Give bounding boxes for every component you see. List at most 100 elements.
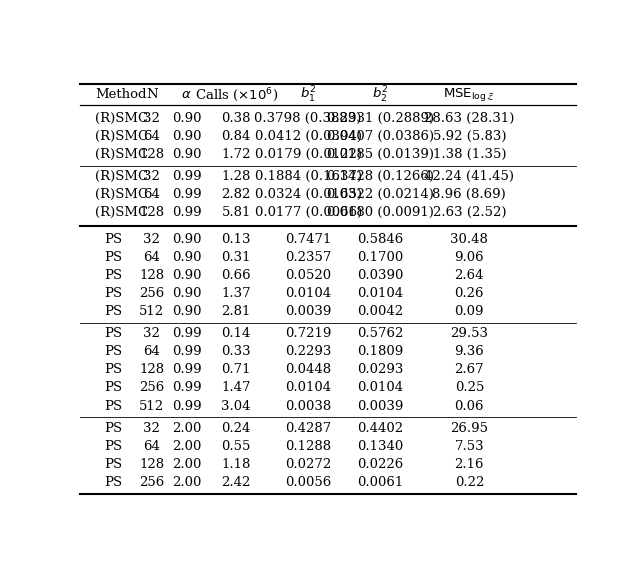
Text: 256: 256 <box>140 476 164 489</box>
Text: PS: PS <box>104 233 122 246</box>
Text: 256: 256 <box>140 287 164 299</box>
Text: 32: 32 <box>143 328 161 340</box>
Text: 0.1700: 0.1700 <box>357 251 403 264</box>
Text: 1.38 (1.35): 1.38 (1.35) <box>433 148 506 161</box>
Text: 0.2931 (0.2889): 0.2931 (0.2889) <box>326 112 434 125</box>
Text: 0.55: 0.55 <box>221 440 251 453</box>
Text: PS: PS <box>104 440 122 453</box>
Text: 2.16: 2.16 <box>454 458 484 471</box>
Text: 0.22: 0.22 <box>454 476 484 489</box>
Text: 0.90: 0.90 <box>172 305 202 318</box>
Text: 9.06: 9.06 <box>454 251 484 264</box>
Text: 0.90: 0.90 <box>172 287 202 299</box>
Text: (R)SMC: (R)SMC <box>95 112 148 125</box>
Text: 0.1428 (0.1266): 0.1428 (0.1266) <box>326 171 433 183</box>
Text: 0.0104: 0.0104 <box>285 381 332 394</box>
Text: 9.36: 9.36 <box>454 345 484 359</box>
Text: 0.2357: 0.2357 <box>285 251 332 264</box>
Text: (R)SMC: (R)SMC <box>95 171 148 183</box>
Text: 2.64: 2.64 <box>454 268 484 282</box>
Text: 0.1288: 0.1288 <box>285 440 332 453</box>
Text: 0.0038: 0.0038 <box>285 400 332 413</box>
Text: 64: 64 <box>143 345 161 359</box>
Text: PS: PS <box>104 363 122 376</box>
Text: PS: PS <box>104 422 122 435</box>
Text: 26.95: 26.95 <box>451 422 488 435</box>
Text: 0.0104: 0.0104 <box>357 381 403 394</box>
Text: $b_1^2$: $b_1^2$ <box>300 84 316 105</box>
Text: 2.00: 2.00 <box>172 422 202 435</box>
Text: 30.48: 30.48 <box>451 233 488 246</box>
Text: 0.14: 0.14 <box>221 328 251 340</box>
Text: 0.4402: 0.4402 <box>357 422 403 435</box>
Text: 0.0520: 0.0520 <box>285 268 332 282</box>
Text: PS: PS <box>104 268 122 282</box>
Text: 0.3798 (0.3883): 0.3798 (0.3883) <box>255 112 362 125</box>
Text: (R)SMC: (R)SMC <box>95 148 148 161</box>
Text: 32: 32 <box>143 171 161 183</box>
Text: 128: 128 <box>140 458 164 471</box>
Text: 0.90: 0.90 <box>172 233 202 246</box>
Text: (R)SMC: (R)SMC <box>95 206 148 219</box>
Text: 0.0226: 0.0226 <box>357 458 403 471</box>
Text: 2.67: 2.67 <box>454 363 484 376</box>
Text: 2.81: 2.81 <box>221 305 251 318</box>
Text: 0.99: 0.99 <box>172 188 202 202</box>
Text: 0.99: 0.99 <box>172 345 202 359</box>
Text: 7.53: 7.53 <box>454 440 484 453</box>
Text: 1.18: 1.18 <box>221 458 251 471</box>
Text: 0.0185 (0.0139): 0.0185 (0.0139) <box>326 148 433 161</box>
Text: PS: PS <box>104 476 122 489</box>
Text: 0.90: 0.90 <box>172 130 202 143</box>
Text: 0.99: 0.99 <box>172 381 202 394</box>
Text: 0.1884 (0.1637): 0.1884 (0.1637) <box>255 171 362 183</box>
Text: $\alpha$: $\alpha$ <box>181 88 192 101</box>
Text: 1.47: 1.47 <box>221 381 251 394</box>
Text: 0.0056: 0.0056 <box>285 476 332 489</box>
Text: 0.0104: 0.0104 <box>357 287 403 299</box>
Text: $b_2^2$: $b_2^2$ <box>372 84 388 105</box>
Text: 32: 32 <box>143 112 161 125</box>
Text: PS: PS <box>104 381 122 394</box>
Text: 64: 64 <box>143 188 161 202</box>
Text: 0.7219: 0.7219 <box>285 328 332 340</box>
Text: 0.24: 0.24 <box>221 422 251 435</box>
Text: 0.0390: 0.0390 <box>357 268 403 282</box>
Text: 0.0324 (0.0165): 0.0324 (0.0165) <box>255 188 362 202</box>
Text: 0.4287: 0.4287 <box>285 422 332 435</box>
Text: 0.7471: 0.7471 <box>285 233 332 246</box>
Text: 0.13: 0.13 <box>221 233 251 246</box>
Text: 1.28: 1.28 <box>221 171 251 183</box>
Text: 2.63 (2.52): 2.63 (2.52) <box>433 206 506 219</box>
Text: PS: PS <box>104 328 122 340</box>
Text: PS: PS <box>104 400 122 413</box>
Text: 128: 128 <box>140 206 164 219</box>
Text: 0.26: 0.26 <box>454 287 484 299</box>
Text: 0.33: 0.33 <box>221 345 251 359</box>
Text: PS: PS <box>104 345 122 359</box>
Text: 28.63 (28.31): 28.63 (28.31) <box>424 112 515 125</box>
Text: 5.92 (5.83): 5.92 (5.83) <box>433 130 506 143</box>
Text: N: N <box>146 88 157 101</box>
Text: 32: 32 <box>143 422 161 435</box>
Text: 0.90: 0.90 <box>172 251 202 264</box>
Text: 0.5762: 0.5762 <box>357 328 403 340</box>
Text: 0.0180 (0.0091): 0.0180 (0.0091) <box>326 206 433 219</box>
Text: 0.0179 (0.0122): 0.0179 (0.0122) <box>255 148 362 161</box>
Text: 0.99: 0.99 <box>172 328 202 340</box>
Text: 0.90: 0.90 <box>172 148 202 161</box>
Text: $\mathrm{MSE}_{\log \mathcal{Z}}$: $\mathrm{MSE}_{\log \mathcal{Z}}$ <box>443 86 495 103</box>
Text: Method: Method <box>95 88 147 101</box>
Text: PS: PS <box>104 458 122 471</box>
Text: 32: 32 <box>143 233 161 246</box>
Text: 512: 512 <box>140 400 164 413</box>
Text: 0.1340: 0.1340 <box>357 440 403 453</box>
Text: 64: 64 <box>143 251 161 264</box>
Text: PS: PS <box>104 287 122 299</box>
Text: 0.2293: 0.2293 <box>285 345 332 359</box>
Text: 0.99: 0.99 <box>172 400 202 413</box>
Text: 0.0407 (0.0386): 0.0407 (0.0386) <box>326 130 434 143</box>
Text: 3.04: 3.04 <box>221 400 251 413</box>
Text: 0.90: 0.90 <box>172 268 202 282</box>
Text: 0.0177 (0.0066): 0.0177 (0.0066) <box>255 206 362 219</box>
